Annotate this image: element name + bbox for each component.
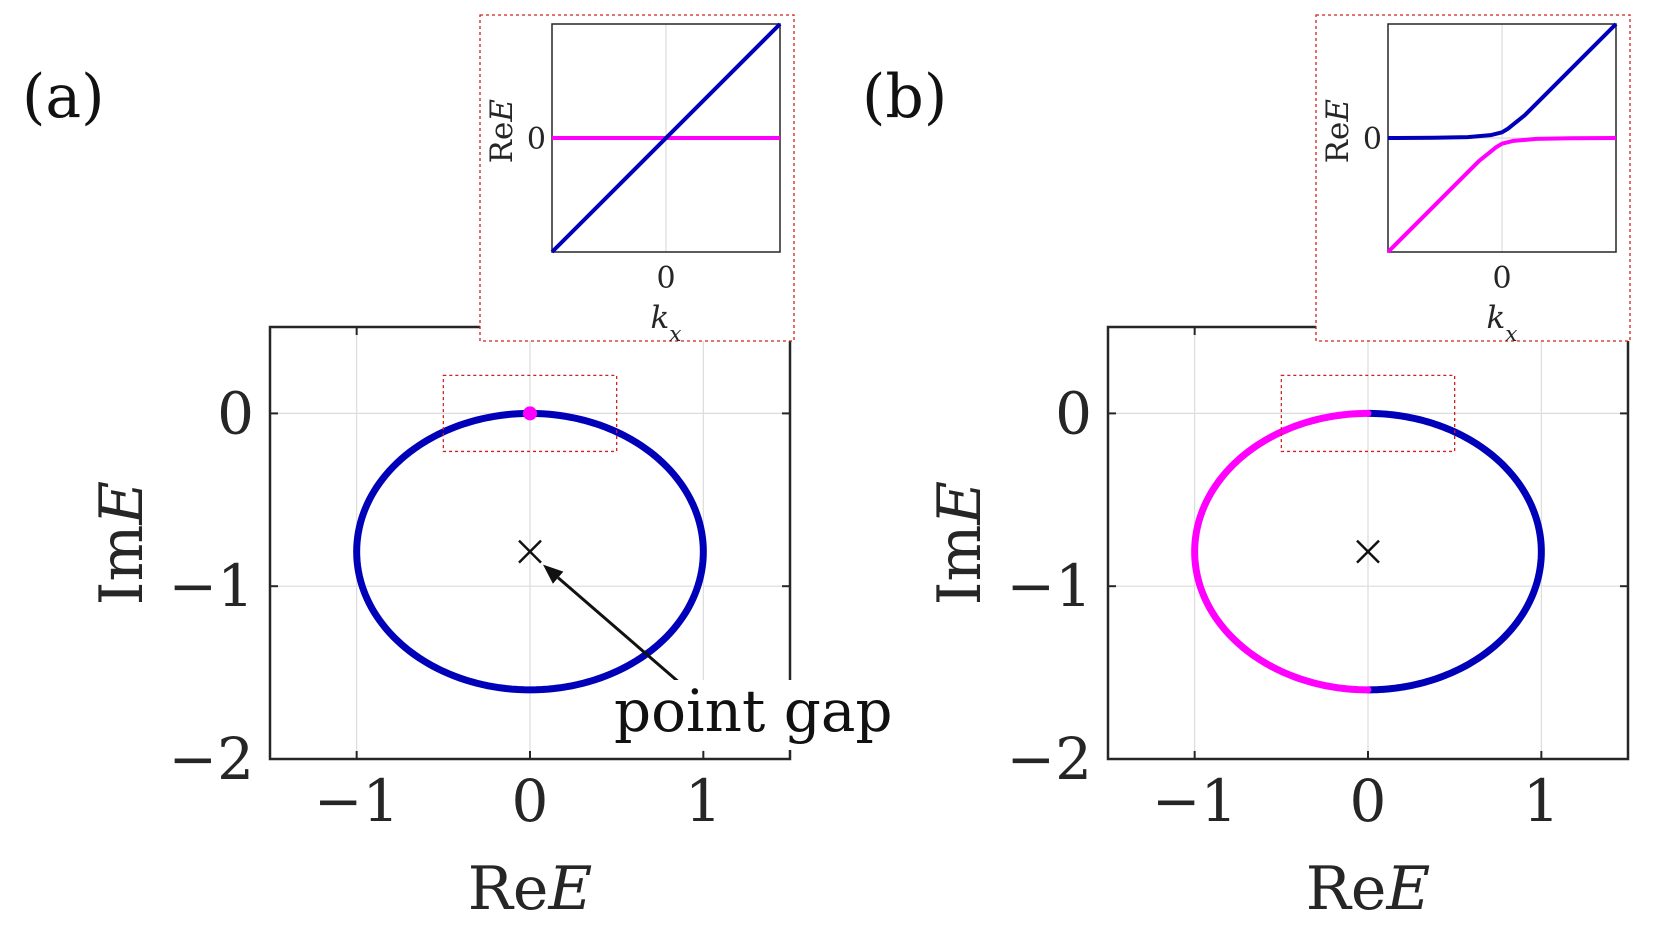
x-axis-label: ReE bbox=[1306, 854, 1431, 924]
inset-y-axis-label: ReE bbox=[484, 99, 520, 164]
inset-y-tick-label: 0 bbox=[527, 122, 546, 157]
inset-x-tick-label: 0 bbox=[656, 261, 675, 296]
origin-dot bbox=[523, 406, 537, 421]
annotation-arrow-head bbox=[543, 564, 564, 584]
spectrum-series-magenta bbox=[1191, 409, 1372, 694]
inset-frame bbox=[1315, 14, 1631, 342]
point-gap-cross bbox=[518, 539, 542, 564]
annotation-point-gap: point gap bbox=[614, 677, 893, 745]
y-tick-label: 0 bbox=[217, 379, 254, 447]
inset: 0 0 kx ReE bbox=[479, 14, 795, 347]
inset-series-blue bbox=[550, 22, 782, 254]
x-tick-label: 1 bbox=[1523, 767, 1560, 835]
x-tick-label: 0 bbox=[512, 767, 549, 835]
y-tick-label: −2 bbox=[169, 725, 255, 793]
cross-stroke bbox=[1356, 539, 1380, 564]
inset-x-tick-label: 0 bbox=[1492, 261, 1511, 296]
zoom-box bbox=[1280, 374, 1456, 453]
x-tick-label: 0 bbox=[1350, 767, 1387, 835]
y-tick-label: 0 bbox=[1055, 379, 1092, 447]
x-tick-label: −1 bbox=[1152, 767, 1238, 835]
spectrum-series-blue bbox=[1364, 409, 1545, 694]
panel-label: (a) bbox=[22, 62, 105, 132]
inset-x-axis-label: kx bbox=[1486, 300, 1517, 347]
x-tick-label: −1 bbox=[314, 767, 400, 835]
y-tick-label: −1 bbox=[1007, 552, 1093, 620]
annotation-arrow-line bbox=[557, 576, 682, 686]
inset-x-axis-label: kx bbox=[650, 300, 681, 347]
inset-y-axis-label: ReE bbox=[1320, 99, 1356, 164]
x-axis-label: ReE bbox=[468, 854, 593, 924]
inset: 0 0 kx ReE bbox=[1315, 14, 1631, 347]
y-tick-label: −1 bbox=[169, 552, 255, 620]
point-gap-cross bbox=[1356, 539, 1380, 564]
x-tick-label: 1 bbox=[685, 767, 722, 835]
y-tick-label: −2 bbox=[1007, 725, 1093, 793]
zoom-box bbox=[442, 374, 618, 453]
inset-frame bbox=[479, 14, 795, 342]
inset-series-blue bbox=[1387, 22, 1618, 140]
panel-label: (b) bbox=[862, 62, 947, 132]
y-axis-label: ImE bbox=[87, 481, 157, 605]
y-axis-label: ImE bbox=[925, 481, 995, 605]
annotation-background bbox=[609, 680, 927, 750]
cross-stroke bbox=[518, 539, 542, 564]
inset-series-magenta bbox=[1386, 136, 1617, 254]
inset-y-tick-label: 0 bbox=[1363, 122, 1382, 157]
